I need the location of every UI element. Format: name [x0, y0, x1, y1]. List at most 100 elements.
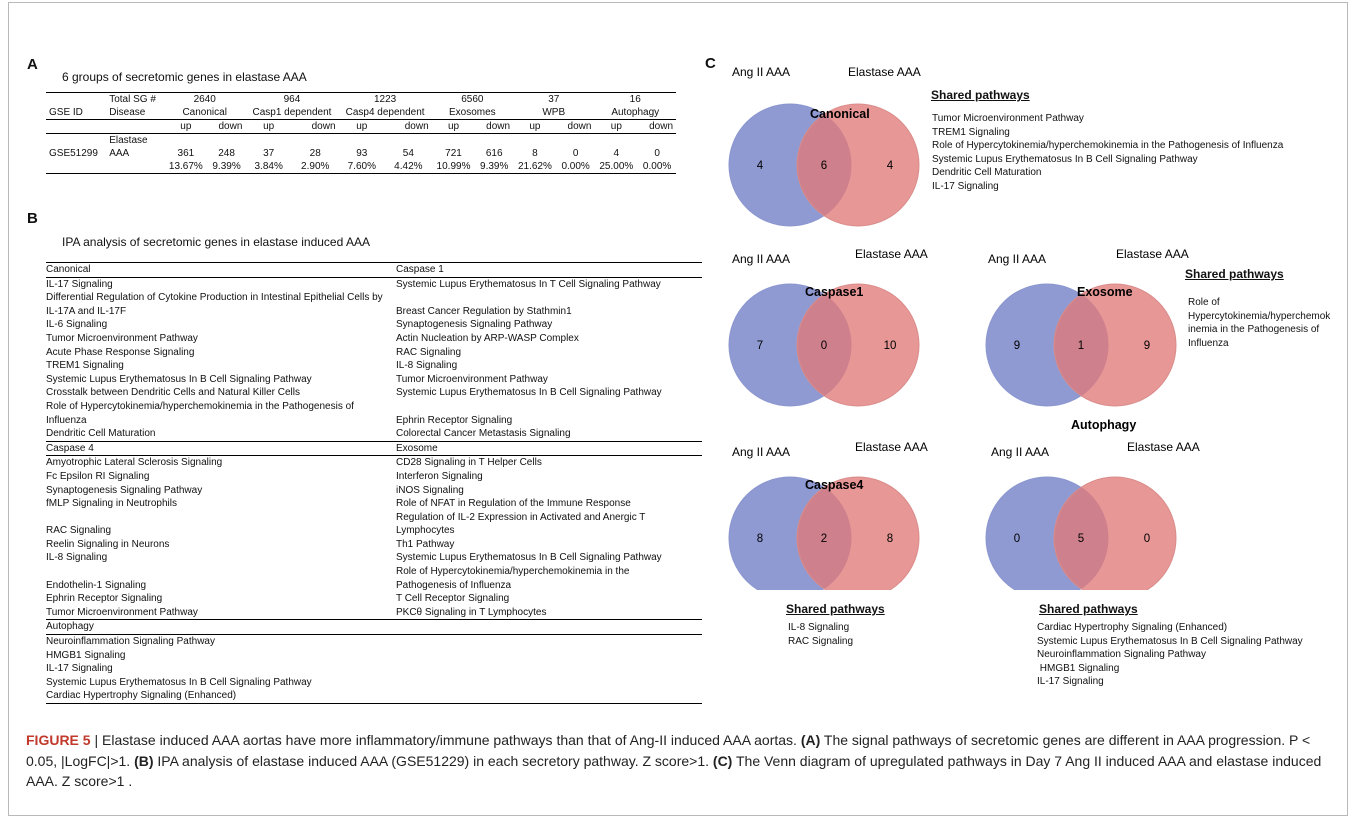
shared-pathway-item: Tumor Microenvironment Pathway: [932, 113, 1084, 124]
updown-cell: down: [404, 121, 429, 132]
ipa-cell: Regulation of IL-2 Expression in Activat…: [396, 511, 646, 523]
updown-cell: up: [356, 121, 368, 132]
ipa-row: IL-17 Signaling: [46, 662, 702, 676]
panel-b-letter: B: [27, 210, 38, 227]
ipa-cell: Systemic Lupus Erythematosus In B Cell S…: [46, 373, 312, 385]
shared-pathway-item: HMGB1 Signaling: [1037, 662, 1120, 674]
caption-figure-label: FIGURE 5: [26, 732, 91, 748]
caption-text-3: IPA analysis of elastase induced AAA (GS…: [153, 752, 713, 769]
ipa-cell: TREM1 Signaling: [46, 360, 124, 372]
updown-cell: down: [311, 121, 336, 132]
ipa-cell: IL-8 Signaling: [46, 552, 108, 564]
ipa-cell: Fc Epsilon RI Signaling: [46, 470, 150, 482]
venn-title: Autophagy: [1071, 418, 1136, 432]
shared-list-autophagy: Cardiac Hypertrophy Signaling (Enhanced)…: [1037, 621, 1303, 689]
venn-right-label: Elastase AAA: [848, 65, 921, 79]
total-sg-label: Total SG #: [109, 94, 156, 105]
ipa-cell: Systemic Lupus Erythematosus In B Cell S…: [396, 552, 662, 564]
ipa-row: HMGB1 Signaling: [46, 649, 702, 663]
venn-right-count: 4: [887, 160, 894, 172]
gse-id-header: GSE ID: [49, 107, 83, 118]
ipa-row: Differential Regulation of Cytokine Prod…: [46, 291, 702, 305]
caption-text-4: The Venn diagram of upregulated pathways…: [26, 752, 1322, 790]
ipa-cell: Synaptogenesis Signaling Pathway: [46, 484, 203, 496]
ipa-cell: IL-6 Signaling: [46, 319, 108, 331]
venn-circle-elastase: [796, 476, 920, 590]
ipa-row: Influenza Ephrin Receptor Signaling: [46, 414, 702, 428]
ipa-cell: [396, 662, 702, 676]
venn-left-label: Ang II AAA: [732, 65, 790, 79]
caption-text-2: The signal pathways of secretomic genes …: [26, 732, 1311, 769]
venn-left-count: 9: [1014, 340, 1020, 352]
ipa-cell: Lymphocytes: [396, 525, 455, 537]
panel-a-title: 6 groups of secretomic genes in elastase…: [62, 70, 307, 84]
caption-c: (C): [712, 752, 733, 769]
venn-area: Canonical Ang II AAA Elastase AAA 4 6 4 Caspas…: [728, 65, 1200, 590]
count-cell: 4: [613, 148, 620, 159]
shared-pathway-item: inemia in the Pathogenesis of: [1188, 324, 1320, 336]
ipa-cell: Systemic Lupus Erythematosus In T Cell S…: [396, 278, 661, 290]
ipa-row: IL-17A and IL-17F Breast Cancer Regulatio…: [46, 305, 702, 319]
ipa-cell: [396, 635, 702, 649]
venn-title: Caspase1: [805, 285, 863, 299]
shared-pathway-item: Systemic Lupus Erythematosus In B Cell S…: [932, 153, 1198, 165]
venn-left-count: 0: [1014, 533, 1020, 545]
venn-autophagy: Autophagy Ang II AAA Elastase AAA 0 5 0: [985, 418, 1200, 590]
venn-right-label: Elastase AAA: [1127, 440, 1200, 454]
venn-exosome: Exosome Ang II AAA Elastase AAA 9 1 9: [985, 247, 1189, 407]
ipa-cell: PKCθ Signaling in T Lymphocytes: [396, 606, 547, 618]
total-casp1: 964: [283, 94, 301, 105]
venn-left-label: Ang II AAA: [991, 445, 1049, 459]
count-cell: 0: [572, 148, 579, 159]
ipa-cell: Reelin Signaling in Neurons: [46, 538, 170, 550]
shared-pathway-item: Cardiac Hypertrophy Signaling (Enhanced): [1037, 622, 1228, 633]
ipa-cell: RAC Signaling: [46, 525, 112, 537]
ipa-cell: IL-17 Signaling: [46, 663, 113, 675]
figure-frame: [8, 2, 1348, 816]
ipa-cell: Neuroinflammation Signaling Pathway: [46, 636, 215, 648]
caption-b: (B): [134, 752, 154, 769]
ipa-cell: Ephrin Receptor Signaling: [396, 414, 513, 426]
ipa-left-header: Canonical: [46, 264, 91, 275]
updown-cell: up: [263, 121, 275, 132]
ipa-cell: T Cell Receptor Signaling: [396, 593, 510, 605]
shared-pathway-item: Systemic Lupus Erythematosus In B Cell S…: [1037, 635, 1303, 647]
ipa-cell: Amyotrophic Lateral Sclerosis Signaling: [46, 457, 223, 469]
shared-pathway-item: Dendritic Cell Maturation: [932, 167, 1042, 179]
ipa-row: Acute Phase Response Signaling RAC Signal…: [46, 346, 702, 360]
venn-right-count: 10: [884, 340, 897, 352]
venn-mid-count: 2: [821, 533, 827, 545]
venn-right-label: Elastase AAA: [855, 247, 928, 261]
ipa-cell: [396, 649, 702, 663]
shared-list-caspase4: IL-8 Signaling RAC Signaling: [788, 621, 853, 648]
caption-text-1: Elastase induced AAA aortas have more in…: [102, 732, 801, 748]
ipa-cell: Acute Phase Response Signaling: [46, 346, 195, 358]
ipa-row: Ephrin Receptor Signaling T Cell Receptor…: [46, 592, 702, 606]
updown-cell: down: [486, 121, 511, 132]
ipa-cell: CD28 Signaling in T Helper Cells: [396, 457, 542, 469]
ipa-cell: Tumor Microenvironment Pathway: [46, 606, 198, 618]
ipa-cell: Role of Hypercytokinemia/hyperchemokinem…: [396, 566, 630, 578]
ipa-cell: Th1 Pathway: [396, 538, 455, 550]
percent-cell: 3.84%: [254, 161, 283, 172]
shared-title-caspase4: Shared pathways: [786, 602, 885, 616]
percent-cell: 0.00%: [561, 161, 590, 172]
ipa-row: fMLP Signaling in Neutrophils Role of NFA…: [46, 497, 702, 511]
ipa-row: IL-6 Signaling Synaptogenesis Signaling P…: [46, 318, 702, 332]
shared-pathway-item: IL-17 Signaling: [932, 180, 999, 192]
count-cell: 616: [485, 148, 503, 159]
venn-right-label: Elastase AAA: [855, 440, 928, 454]
ipa-row: IL-17 Signaling Systemic Lupus Erythemato…: [46, 278, 702, 292]
ipa-row: Systemic Lupus Erythematosus In B Cell S…: [46, 676, 702, 690]
updown-cell: down: [218, 121, 243, 132]
total-exosomes: 6560: [461, 94, 484, 105]
ipa-row: Tumor Microenvironment Pathway Actin Nucl…: [46, 332, 702, 346]
count-cell: 248: [218, 148, 235, 159]
ipa-cell: Tumor Microenvironment Pathway: [46, 332, 198, 344]
percent-cell: 10.99%: [436, 161, 471, 172]
percent-cell: 2.90%: [301, 161, 330, 172]
percent-cell: 21.62%: [517, 161, 552, 172]
count-cell: 54: [402, 148, 414, 159]
shared-title-exosome: Shared pathways: [1185, 267, 1284, 281]
ipa-cell: Differential Regulation of Cytokine Prod…: [46, 292, 383, 304]
